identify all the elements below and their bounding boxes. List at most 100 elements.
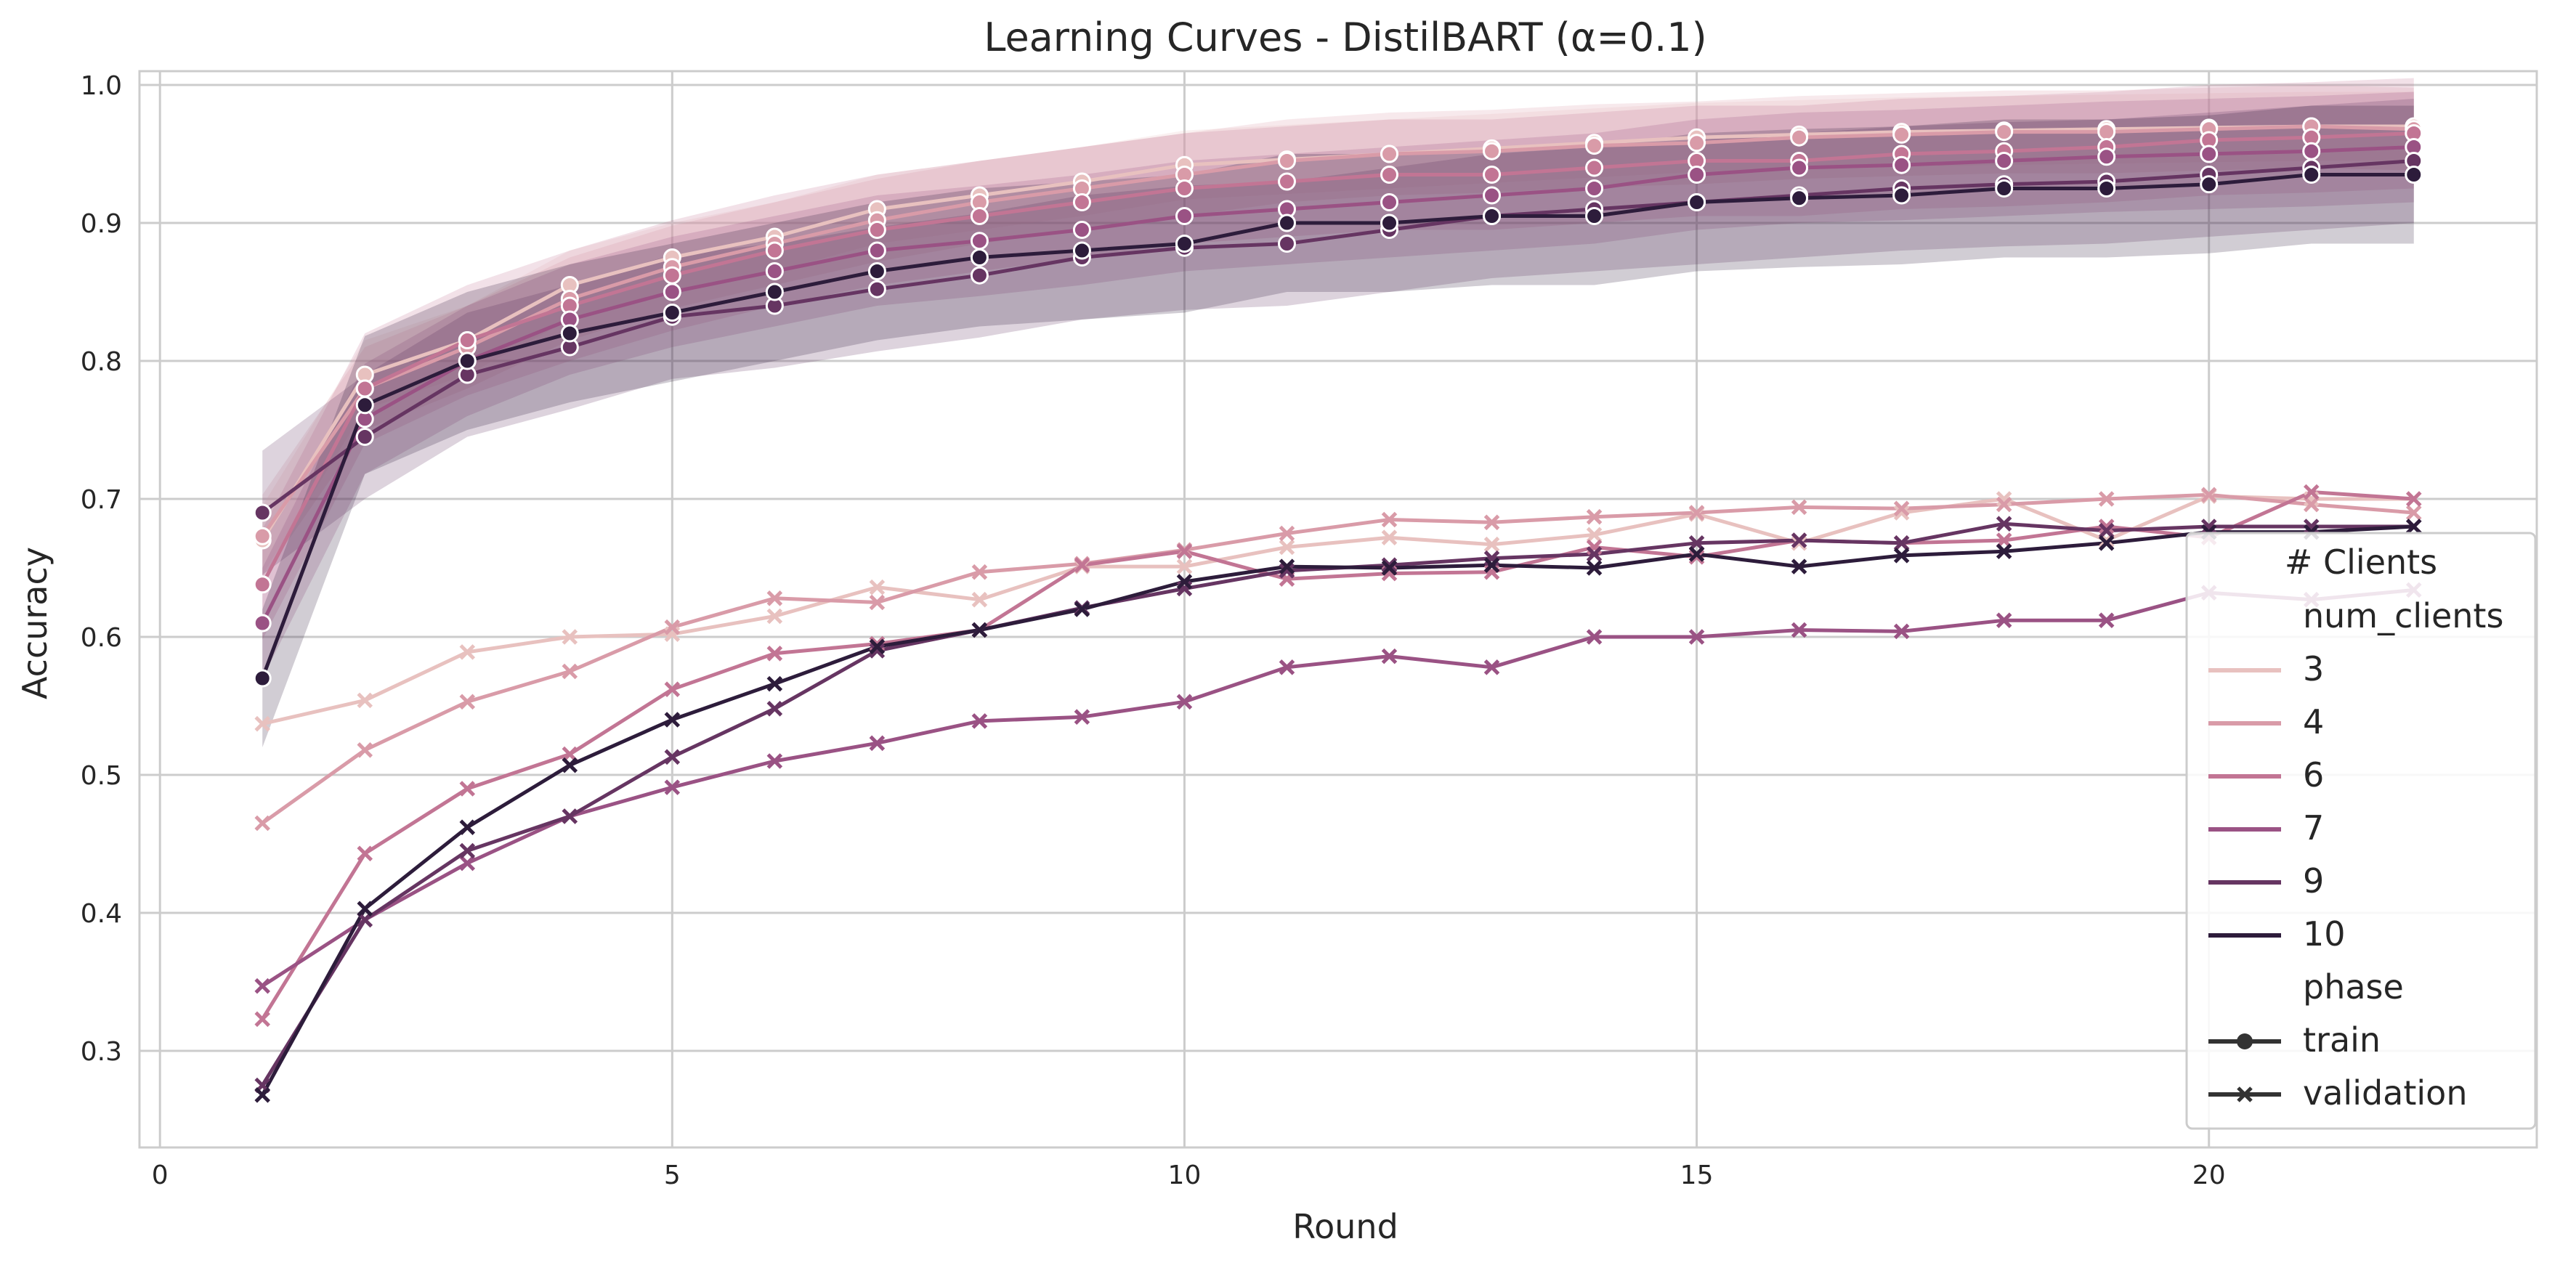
point-validation-6 <box>459 781 476 797</box>
point-validation-6 <box>664 681 681 697</box>
point-train-10 <box>2405 166 2423 184</box>
point-train-4 <box>2097 123 2116 142</box>
point-validation-10 <box>1381 560 1398 576</box>
point-validation-7 <box>459 855 476 871</box>
axis-ticks: 0 5 10 15 20 0.3 0.4 0.5 0.6 0.7 0.8 0.9 1.0 <box>81 71 2226 1190</box>
point-train-6 <box>1585 158 1604 177</box>
point-train-7 <box>2200 145 2219 163</box>
point-validation-10 <box>1279 558 1295 574</box>
point-validation-7 <box>766 753 783 769</box>
y-tick-label: 0.6 <box>81 623 122 653</box>
point-validation-4 <box>766 590 783 606</box>
legend-marker-validation <box>2237 1086 2253 1102</box>
y-tick-label: 0.9 <box>81 209 122 239</box>
point-train-10 <box>458 351 477 370</box>
point-validation-6 <box>2303 484 2320 500</box>
point-validation-4 <box>1279 525 1295 542</box>
point-train-4 <box>1892 125 1911 144</box>
point-train-6 <box>765 241 784 260</box>
point-train-6 <box>1277 172 1296 191</box>
legend-entry-7: 7 <box>2303 808 2324 848</box>
y-tick-label: 0.8 <box>81 347 122 377</box>
point-validation-7 <box>1688 629 1705 645</box>
point-validation-4 <box>1381 511 1398 528</box>
line-train-6 <box>261 131 2414 585</box>
point-validation-10 <box>766 675 783 692</box>
point-train-10 <box>970 248 989 267</box>
point-validation-3 <box>562 629 578 645</box>
y-tick-label: 0.5 <box>81 761 122 791</box>
point-train-7 <box>253 614 272 633</box>
point-train-4 <box>1995 123 2014 142</box>
line-validation-7 <box>261 588 2415 988</box>
point-validation-3 <box>1483 536 1500 553</box>
point-train-10 <box>765 283 784 301</box>
point-validation-7 <box>1279 659 1295 675</box>
point-validation-3 <box>1279 539 1295 556</box>
point-train-4 <box>1790 128 1809 147</box>
point-validation-4 <box>971 564 988 580</box>
point-validation-4 <box>1586 508 1603 525</box>
point-train-7 <box>1072 221 1091 239</box>
point-validation-4 <box>357 742 373 758</box>
point-validation-3 <box>254 715 270 732</box>
y-tick-label: 0.4 <box>81 899 122 929</box>
band-train-3 <box>262 92 2414 575</box>
point-train-10 <box>1175 235 1194 253</box>
point-validation-10 <box>971 622 988 638</box>
legend-entry-train: train <box>2303 1020 2381 1060</box>
point-validation-6 <box>2098 519 2115 535</box>
point-validation-10 <box>254 1087 270 1103</box>
point-train-9 <box>355 428 374 446</box>
legend-entry-3: 3 <box>2303 649 2324 688</box>
band-train-4 <box>262 85 2414 578</box>
point-validation-6 <box>357 845 373 862</box>
point-train-10 <box>2097 179 2116 198</box>
y-tick-label: 0.3 <box>81 1037 122 1067</box>
point-validation-6 <box>1176 543 1193 559</box>
point-train-4 <box>1380 145 1399 163</box>
point-validation-10 <box>1893 548 1910 564</box>
legend-marker-train <box>2237 1033 2253 1049</box>
point-train-10 <box>1483 207 1502 225</box>
x-tick-label: 5 <box>664 1161 681 1190</box>
point-validation-3 <box>1996 491 2012 507</box>
point-train-6 <box>663 266 681 285</box>
line-train-9 <box>261 159 2414 515</box>
point-validation-6 <box>2406 491 2422 507</box>
point-validation-4 <box>1791 499 1807 516</box>
point-train-7 <box>1892 155 1911 174</box>
point-validation-3 <box>766 608 783 625</box>
line-validation-4 <box>261 492 2414 825</box>
point-validation-7 <box>1893 623 1910 640</box>
grid-lines <box>139 71 2537 1147</box>
point-validation-9 <box>664 749 681 765</box>
point-train-6 <box>1072 193 1091 211</box>
series-lines <box>260 124 2415 1097</box>
legend-box <box>2185 532 2537 1130</box>
point-validation-6 <box>1074 557 1090 573</box>
legend: # Clients num_clients 3 4 6 7 9 10 phase train val… <box>2185 532 2537 1130</box>
point-train-7 <box>1688 166 1706 184</box>
legend-entry-4: 4 <box>2303 702 2324 741</box>
point-train-7 <box>970 232 989 251</box>
legend-style-label: phase <box>2303 967 2404 1007</box>
point-train-10 <box>1688 193 1706 211</box>
point-validation-10 <box>1996 543 2012 559</box>
point-validation-9 <box>766 701 783 717</box>
point-validation-4 <box>562 663 578 680</box>
point-validation-10 <box>1074 601 1090 617</box>
x-tick-label: 15 <box>1680 1161 1714 1190</box>
point-validation-3 <box>459 644 476 660</box>
point-train-7 <box>2097 147 2116 166</box>
point-validation-3 <box>357 692 373 709</box>
point-validation-7 <box>869 735 886 752</box>
point-validation-7 <box>1074 709 1090 725</box>
point-validation-3 <box>1176 558 1193 574</box>
point-validation-10 <box>562 757 578 773</box>
point-validation-9 <box>1893 535 1910 551</box>
point-validation-7 <box>1176 694 1193 710</box>
point-validation-4 <box>2200 487 2217 503</box>
line-train-7 <box>260 145 2414 625</box>
